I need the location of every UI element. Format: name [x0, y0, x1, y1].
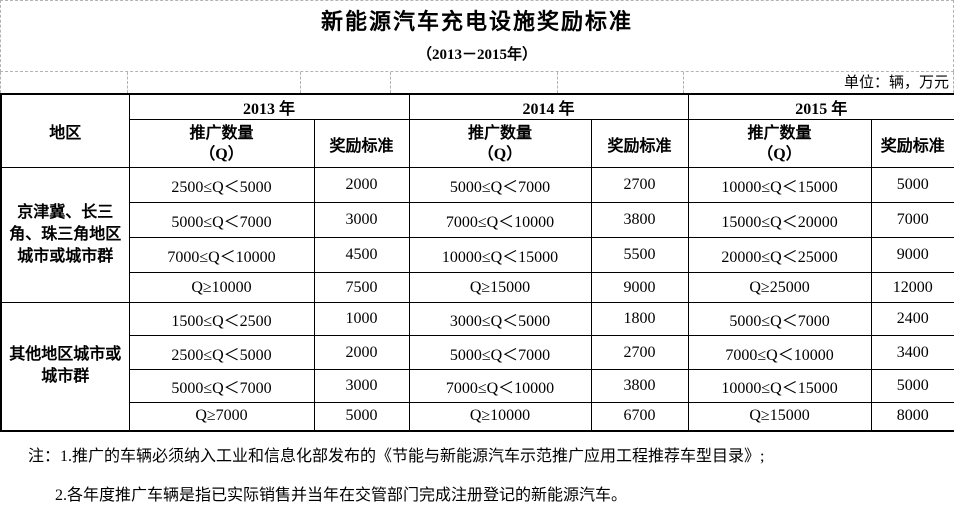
reward-value-cell: 3400 — [870, 335, 954, 370]
reward-value-cell: 9000 — [870, 237, 954, 273]
reward-value-cell: 2700 — [590, 167, 689, 203]
gridline-cell: 单位：辆，万元 — [684, 72, 953, 93]
qty-range-cell: 5000≤Q＜7000 — [408, 167, 592, 203]
qty-range-cell: 10000≤Q＜15000 — [687, 167, 872, 203]
table-row: 2500≤Q＜5000 2000 5000≤Q＜7000 2700 7000≤Q… — [1, 335, 954, 370]
qty-range-cell: Q≥15000 — [687, 402, 872, 431]
qty-range-cell: Q≥10000 — [408, 402, 592, 431]
reward-value-cell: 7500 — [313, 272, 410, 303]
year-header-2015: 2015 年 — [687, 93, 954, 120]
gridline-cell — [128, 72, 301, 93]
reward-header-2013: 奖励标准 — [313, 119, 410, 168]
table-row: Q≥10000 7500 Q≥15000 9000 Q≥25000 12000 — [1, 272, 954, 303]
reward-value-cell: 4500 — [313, 237, 410, 273]
reward-header-2014: 奖励标准 — [590, 119, 689, 168]
qty-range-cell: 7000≤Q＜10000 — [128, 237, 315, 273]
reward-value-cell: 9000 — [590, 272, 689, 303]
qty-header-2014: 推广数量 （Q） — [408, 119, 592, 168]
qty-range-cell: Q≥7000 — [128, 402, 315, 431]
qty-range-cell: 15000≤Q＜20000 — [687, 202, 872, 238]
qty-range-cell: 10000≤Q＜15000 — [408, 237, 592, 273]
qty-range-cell: 5000≤Q＜7000 — [128, 202, 315, 238]
qty-header-2013: 推广数量 （Q） — [128, 119, 315, 168]
reward-table: 地区 2013 年 2014 年 2015 年 推广数量 （Q） 奖励标准 推广… — [0, 93, 954, 432]
qty-range-cell: Q≥15000 — [408, 272, 592, 303]
table-row: 7000≤Q＜10000 4500 10000≤Q＜15000 5500 200… — [1, 237, 954, 273]
unit-row: 单位：辆，万元 — [0, 72, 954, 93]
gridline-cell — [1, 72, 128, 93]
reward-value-cell: 1000 — [313, 302, 410, 336]
reward-value-cell: 3000 — [313, 202, 410, 238]
region-cell: 京津冀、长三角、珠三角地区城市或城市群 — [0, 167, 130, 303]
reward-value-cell: 5000 — [313, 402, 410, 431]
qty-range-cell: 5000≤Q＜7000 — [408, 335, 592, 370]
qty-range-cell: 7000≤Q＜10000 — [408, 202, 592, 238]
gridline-cell — [301, 72, 391, 93]
reward-value-cell: 2700 — [590, 335, 689, 370]
year-header-2014: 2014 年 — [408, 93, 689, 120]
qty-range-cell: 20000≤Q＜25000 — [687, 237, 872, 273]
note-line-2: 2.各年度推广车辆是指已实际销售并当年在交管部门完成注册登记的新能源汽车。 — [55, 486, 628, 504]
year-header-2013: 2013 年 — [128, 93, 410, 120]
table-row: 其他地区城市或城市群 1500≤Q＜2500 1000 3000≤Q＜5000 … — [0, 302, 954, 431]
page-subtitle: （2013－2015年） — [416, 47, 537, 63]
table-row: 京津冀、长三角、珠三角地区城市或城市群 2500≤Q＜5000 2000 500… — [0, 167, 954, 303]
qty-range-cell: 5000≤Q＜7000 — [128, 369, 315, 403]
gridline-cell — [391, 72, 558, 93]
region-cell: 其他地区城市或城市群 — [0, 302, 130, 431]
qty-range-cell: 5000≤Q＜7000 — [687, 302, 872, 336]
qty-range-cell: 3000≤Q＜5000 — [408, 302, 592, 336]
region-column-header: 地区 — [0, 93, 130, 168]
table-row: Q≥7000 5000 Q≥10000 6700 Q≥15000 8000 — [1, 402, 954, 431]
page-title: 新能源汽车充电设施奖励标准 — [320, 9, 633, 34]
reward-value-cell: 3800 — [590, 202, 689, 238]
qty-range-cell: 2500≤Q＜5000 — [128, 167, 315, 203]
reward-value-cell: 3000 — [313, 369, 410, 403]
qty-range-cell: 1500≤Q＜2500 — [128, 302, 315, 336]
qty-range-cell: 7000≤Q＜10000 — [408, 369, 592, 403]
sub-header-row: 推广数量 （Q） 奖励标准 推广数量 （Q） 奖励标准 推广数量 （Q） 奖励标… — [1, 119, 954, 168]
reward-value-cell: 5000 — [870, 167, 954, 203]
gridline-cell — [558, 72, 684, 93]
note-line-1: 注：1.推广的车辆必须纳入工业和信息化部发布的《节能与新能源汽车示范推广应用工程… — [28, 447, 765, 465]
reward-value-cell: 1800 — [590, 302, 689, 336]
title-block: 新能源汽车充电设施奖励标准 （2013－2015年） — [0, 0, 954, 72]
qty-header-2015: 推广数量 （Q） — [687, 119, 872, 168]
reward-header-2015: 奖励标准 — [870, 119, 954, 168]
footnotes: 注：1.推广的车辆必须纳入工业和信息化部发布的《节能与新能源汽车示范推广应用工程… — [0, 432, 954, 506]
reward-value-cell: 2000 — [313, 167, 410, 203]
qty-range-cell: Q≥10000 — [128, 272, 315, 303]
reward-value-cell: 8000 — [870, 402, 954, 431]
qty-range-cell: 2500≤Q＜5000 — [128, 335, 315, 370]
reward-value-cell: 7000 — [870, 202, 954, 238]
qty-range-cell: Q≥25000 — [687, 272, 872, 303]
reward-value-cell: 5500 — [590, 237, 689, 273]
table-row: 5000≤Q＜7000 3000 7000≤Q＜10000 3800 15000… — [1, 202, 954, 238]
reward-value-cell: 3800 — [590, 369, 689, 403]
reward-value-cell: 2000 — [313, 335, 410, 370]
reward-value-cell: 2400 — [870, 302, 954, 336]
reward-value-cell: 6700 — [590, 402, 689, 431]
reward-value-cell: 12000 — [870, 272, 954, 303]
unit-label: 单位：辆，万元 — [843, 74, 949, 91]
year-header-row: 地区 2013 年 2014 年 2015 年 — [0, 93, 954, 168]
table-row: 5000≤Q＜7000 3000 7000≤Q＜10000 3800 10000… — [1, 369, 954, 403]
qty-range-cell: 7000≤Q＜10000 — [687, 335, 872, 370]
qty-range-cell: 10000≤Q＜15000 — [687, 369, 872, 403]
reward-value-cell: 5000 — [870, 369, 954, 403]
